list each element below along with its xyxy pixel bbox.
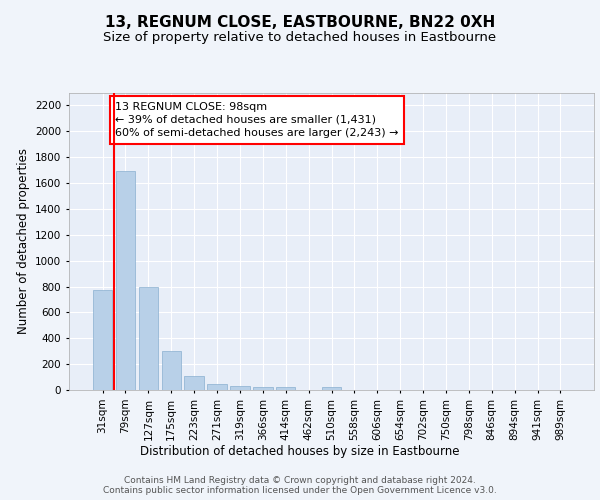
Text: Size of property relative to detached houses in Eastbourne: Size of property relative to detached ho… (103, 31, 497, 44)
Text: Contains public sector information licensed under the Open Government Licence v3: Contains public sector information licen… (103, 486, 497, 495)
Text: 13, REGNUM CLOSE, EASTBOURNE, BN22 0XH: 13, REGNUM CLOSE, EASTBOURNE, BN22 0XH (105, 15, 495, 30)
Y-axis label: Number of detached properties: Number of detached properties (17, 148, 29, 334)
Bar (322, 387, 341, 390)
Bar (139, 287, 158, 390)
Bar (184, 376, 204, 390)
Bar (208, 384, 227, 390)
Text: Contains HM Land Registry data © Crown copyright and database right 2024.: Contains HM Land Registry data © Crown c… (124, 476, 476, 485)
Bar (161, 351, 181, 390)
Text: 13 REGNUM CLOSE: 98sqm
← 39% of detached houses are smaller (1,431)
60% of semi-: 13 REGNUM CLOSE: 98sqm ← 39% of detached… (115, 102, 398, 138)
Bar (276, 387, 295, 390)
Text: Distribution of detached houses by size in Eastbourne: Distribution of detached houses by size … (140, 444, 460, 458)
Bar (230, 386, 250, 390)
Bar (93, 290, 112, 390)
Bar (253, 387, 272, 390)
Bar (116, 172, 135, 390)
